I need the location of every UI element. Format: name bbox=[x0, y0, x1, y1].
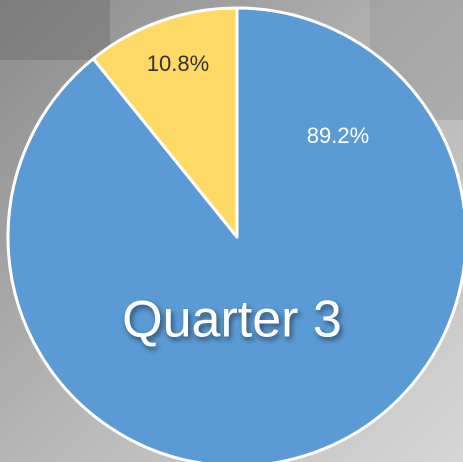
data-label: 89.2% bbox=[307, 123, 369, 148]
data-label: 10.8% bbox=[147, 51, 209, 76]
pie: 89.2% 10.8% bbox=[8, 8, 463, 462]
chart: 89.2% 10.8% Quarter 3 bbox=[0, 0, 463, 462]
background-detail bbox=[0, 0, 110, 60]
page: 89.2%10.8% Quarter 3 (() => { const data… bbox=[0, 0, 463, 462]
chart-title: Quarter 3 bbox=[122, 291, 342, 349]
